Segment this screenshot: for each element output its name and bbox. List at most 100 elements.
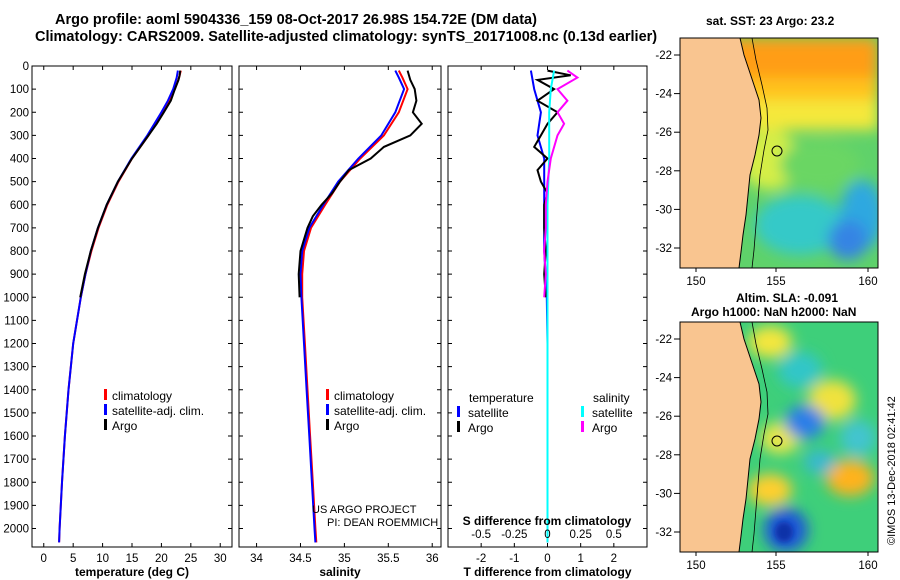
x-tick-label: 30 [214, 553, 227, 565]
legend-satellite: satellite-adj. clim. [104, 404, 204, 419]
x2-tick-label: -0.5 [471, 529, 491, 541]
x-tick-label: -1 [509, 553, 519, 565]
y-tick-label: 100 [10, 84, 29, 96]
sla-coastline [738, 322, 762, 552]
legend-argo: Argo [326, 419, 426, 434]
swatch-black [326, 419, 329, 430]
sst-land [680, 38, 761, 268]
series-line [79, 70, 182, 298]
y-tick-label: 1000 [3, 292, 29, 304]
diff-legend-sal-title: salinity [593, 391, 630, 405]
x2-tick-label: 0.25 [569, 529, 591, 541]
x-tick-label: 34 [250, 553, 263, 565]
s-diff-label: S difference from climatology [463, 514, 632, 528]
series-line [546, 70, 556, 543]
imos-stamp: ©IMOS 13-Dec-2018 02:41:42 [886, 396, 898, 545]
series-line [297, 70, 424, 298]
y-tick-label: 2000 [3, 524, 29, 536]
y-tick-label: 300 [10, 130, 29, 142]
diff-legend-temp: temperature satellite Argo [457, 391, 534, 436]
legend-argo-label: Argo [112, 419, 138, 433]
x-axis-label: temperature (deg C) [75, 565, 189, 579]
sla-blue-1 [785, 405, 825, 439]
pi-label: PI: DEAN ROEMMICH [327, 517, 439, 529]
swatch-black [457, 421, 460, 432]
sla-yellow-1 [748, 326, 792, 358]
x-tick-label: 0 [41, 553, 47, 565]
sst-coastline [738, 38, 762, 268]
sla-map-title-2: Argo h1000: NaN h2000: NaN [691, 305, 857, 319]
diff-legend-temp-title: temperature [469, 391, 534, 405]
sla-land [680, 322, 761, 552]
swatch-red [104, 389, 107, 400]
legend-climatology: climatology [104, 389, 204, 404]
legend-argo: Argo [104, 419, 204, 434]
x-tick-label: 36 [426, 553, 439, 565]
y-tick-label: 600 [10, 200, 29, 212]
sal-legend: climatology satellite-adj. clim. Argo [326, 389, 426, 434]
diff-legend-sal-argo-label: Argo [592, 421, 618, 435]
y-tick-label: 500 [10, 177, 29, 189]
project-label: US ARGO PROJECT [312, 504, 417, 516]
map-lat-label: -22 [655, 50, 672, 62]
sla-cyan-2 [840, 420, 876, 456]
map-lat-label: -28 [655, 450, 672, 462]
temp-legend: climatology satellite-adj. clim. Argo [104, 389, 204, 434]
sst-isobath [751, 38, 769, 268]
swatch-blue [104, 404, 107, 415]
y-tick-label: 1300 [3, 362, 29, 374]
diff-legend-sal-sat: satellite [581, 406, 633, 421]
panel-frame-2 [238, 65, 442, 548]
swatch-blue [457, 406, 460, 417]
y-tick-label: 1900 [3, 500, 29, 512]
x-tick-label: -2 [476, 553, 486, 565]
sla-yellow-2 [808, 380, 856, 420]
map-lon-label: 155 [766, 560, 785, 572]
sst-argo-location [771, 145, 783, 157]
legend-satellite-label: satellite-adj. clim. [334, 404, 427, 418]
header-line-1: Argo profile: aoml 5904336_159 08-Oct-20… [55, 12, 537, 28]
map-lat-label: -28 [655, 166, 672, 178]
map-lat-label: -32 [655, 243, 672, 255]
y-tick-label: 1100 [4, 315, 29, 327]
swatch-cyan [581, 406, 584, 417]
diff-legend-temp-argo: Argo [457, 421, 534, 436]
sla-cyan-3 [804, 450, 836, 474]
sla-argo-location [771, 435, 783, 447]
x2-tick-label: 0.5 [606, 529, 622, 541]
swatch-black [104, 419, 107, 430]
legend-climatology: climatology [326, 389, 426, 404]
x-tick-label: 0 [544, 553, 550, 565]
map-lon-label: 150 [686, 276, 705, 288]
legend-satellite: satellite-adj. clim. [326, 404, 426, 419]
header-line-2: Climatology: CARS2009. Satellite-adjuste… [35, 29, 658, 45]
diff-legend-temp-sat-label: satellite [468, 406, 509, 420]
map-lat-label: -26 [655, 411, 672, 423]
x2-tick-label: -0.25 [501, 529, 527, 541]
sla-cyan-1 [778, 352, 822, 388]
legend-argo-label: Argo [334, 419, 360, 433]
y-tick-label: 800 [10, 246, 29, 258]
x-tick-label: 1 [577, 553, 583, 565]
diff-legend-temp-argo-label: Argo [468, 421, 494, 435]
x-tick-label: 10 [96, 553, 109, 565]
legend-climatology-label: climatology [112, 389, 173, 403]
map-lat-label: -26 [655, 127, 672, 139]
sla-orange-2 [748, 474, 792, 506]
sla-map-frame [679, 321, 879, 553]
x-tick-label: 34.5 [289, 553, 311, 565]
map-lat-label: -24 [655, 373, 672, 385]
legend-climatology-label: climatology [334, 389, 395, 403]
diff-legend-sal-sat-label: satellite [592, 406, 633, 420]
diff-legend-temp-sat: satellite [457, 406, 534, 421]
y-tick-label: 1500 [3, 408, 29, 420]
y-tick-label: 1600 [3, 431, 29, 443]
map-lat-label: -30 [655, 204, 672, 216]
sla-map-title-1: Altim. SLA: -0.091 [736, 291, 839, 305]
y-tick-label: 0 [23, 61, 29, 73]
x-tick-label: 2 [611, 553, 617, 565]
diff-legend-sal: salinity satellite Argo [581, 391, 633, 436]
sst-map [680, 38, 878, 268]
